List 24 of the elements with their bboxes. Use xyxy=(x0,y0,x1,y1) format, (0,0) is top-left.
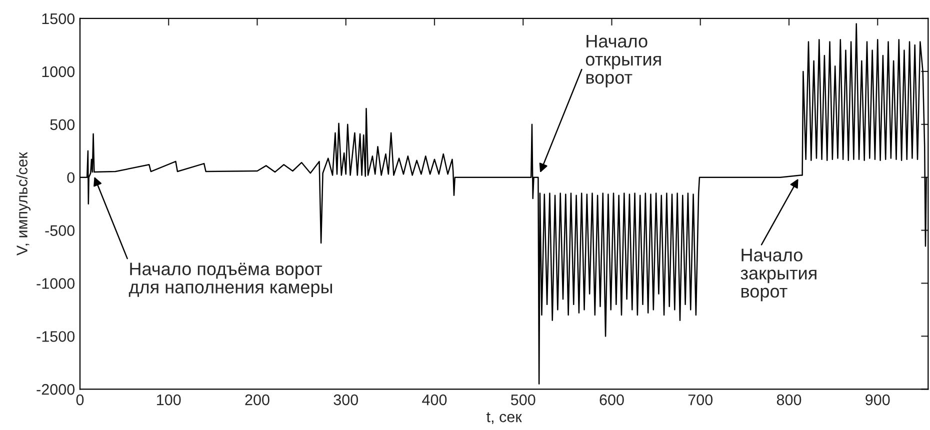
line-series xyxy=(80,23,927,384)
y-axis-title: V, импульс/сек xyxy=(16,152,30,256)
annotation: Начало открытия ворот xyxy=(586,34,661,88)
y-tick-label: 1000 xyxy=(42,66,75,78)
y-tick-label: -2000 xyxy=(36,384,75,395)
x-tick-label: 400 xyxy=(422,394,447,406)
y-tick-label: 0 xyxy=(67,172,75,184)
x-axis-title: t, сек xyxy=(486,412,522,424)
y-tick-label: -1000 xyxy=(36,278,75,289)
y-tick-label: 500 xyxy=(50,119,75,130)
x-tick-label: 0 xyxy=(76,394,84,406)
annotation: Начало подъёма ворот для наполнения камеры xyxy=(128,262,332,298)
y-tick-label: 1500 xyxy=(42,13,75,24)
x-tick-label: 300 xyxy=(334,394,358,406)
annotation: Начало закрытия ворот xyxy=(740,248,816,302)
x-tick-label: 700 xyxy=(688,394,713,406)
x-tick-label: 200 xyxy=(245,394,270,406)
x-tick-label: 100 xyxy=(157,394,181,406)
x-tick-label: 600 xyxy=(600,394,624,406)
y-tick-label: -1500 xyxy=(36,331,75,342)
x-tick-label: 800 xyxy=(776,394,802,406)
y-tick-label: -500 xyxy=(45,225,75,236)
x-tick-label: 500 xyxy=(510,394,536,406)
x-tick-label: 900 xyxy=(866,394,890,406)
